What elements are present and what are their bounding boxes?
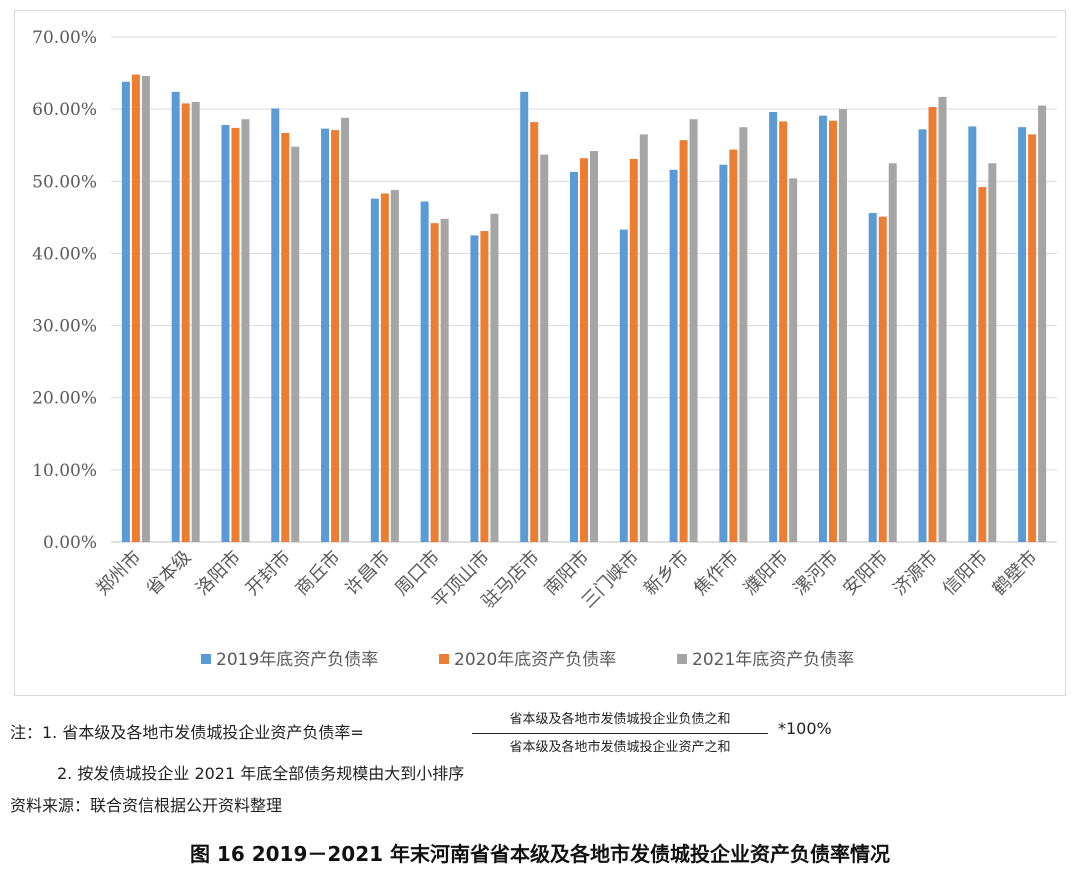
legend-swatch bbox=[201, 654, 211, 664]
x-tick-label: 许昌市 bbox=[341, 547, 394, 600]
bar bbox=[968, 126, 977, 542]
bar bbox=[380, 193, 389, 543]
note-line2: 2. 按发债城投企业 2021 年底全部债务规模由大到小排序 bbox=[57, 764, 465, 783]
legend: 2019年底资产负债率 2020年底资产负债率 2021年底资产负债率 bbox=[201, 650, 854, 670]
figure-title: 图 16 2019－2021 年末河南省省本级及各地市发债城投企业资产负债率情况 bbox=[189, 842, 891, 866]
bar bbox=[131, 74, 140, 542]
x-axis-labels: 郑州市省本级洛阳市开封市商丘市许昌市周口市平顶山市驻马店市南阳市三门峡市新乡市焦… bbox=[92, 547, 1041, 613]
bar bbox=[988, 163, 997, 542]
x-tick-label: 漯河市 bbox=[789, 547, 842, 600]
y-tick-label: 0.00% bbox=[43, 533, 97, 553]
legend-swatch bbox=[439, 654, 449, 664]
legend-label: 2019年底资产负债率 bbox=[216, 650, 378, 670]
bar bbox=[191, 101, 200, 542]
bars bbox=[121, 74, 1047, 543]
bar bbox=[719, 164, 728, 542]
x-tick-label: 济源市 bbox=[889, 547, 942, 600]
bar bbox=[918, 129, 927, 542]
bar bbox=[818, 115, 827, 542]
bar bbox=[480, 231, 489, 543]
bar bbox=[619, 229, 628, 542]
bar bbox=[689, 119, 698, 542]
bar bbox=[828, 120, 837, 542]
y-tick-label: 70.00% bbox=[32, 28, 97, 48]
bar bbox=[490, 213, 499, 542]
data-source: 资料来源：联合资信根据公开资料整理 bbox=[10, 796, 283, 815]
bar bbox=[520, 91, 529, 542]
bar bbox=[321, 128, 330, 542]
bar bbox=[938, 96, 947, 542]
bar bbox=[629, 158, 638, 542]
bar bbox=[580, 158, 588, 542]
x-tick-label: 濮阳市 bbox=[740, 547, 793, 600]
x-tick-label: 新乡市 bbox=[640, 547, 693, 600]
bar bbox=[171, 91, 180, 542]
y-tick-label: 10.00% bbox=[32, 461, 97, 481]
bar bbox=[390, 189, 399, 542]
note-line1-prefix: 注：1. 省本级及各地市发债城投企业资产负债率= bbox=[10, 723, 364, 742]
bar bbox=[779, 121, 788, 543]
bar bbox=[331, 130, 340, 543]
y-tick-label: 60.00% bbox=[32, 100, 97, 120]
bar bbox=[121, 81, 130, 542]
note-line1-suffix: *100% bbox=[778, 719, 832, 738]
bar bbox=[341, 117, 350, 543]
legend-label: 2021年底资产负债率 bbox=[692, 650, 854, 670]
bar bbox=[141, 75, 150, 542]
x-tick-label: 开封市 bbox=[242, 547, 295, 600]
fraction-line bbox=[472, 733, 768, 734]
bar bbox=[231, 127, 240, 543]
bar bbox=[978, 187, 987, 543]
bar bbox=[281, 132, 290, 542]
x-tick-label: 信阳市 bbox=[939, 547, 992, 600]
x-tick-label: 焦作市 bbox=[690, 547, 743, 600]
bar bbox=[1018, 127, 1027, 542]
bar bbox=[291, 146, 300, 542]
x-tick-label: 洛阳市 bbox=[192, 547, 245, 600]
bar bbox=[1028, 134, 1037, 542]
bar bbox=[570, 171, 578, 542]
bar bbox=[878, 216, 887, 542]
legend-swatch bbox=[677, 654, 687, 664]
bar bbox=[271, 108, 280, 543]
formula-denominator: 省本级及各地市发债城投企业资产之和 bbox=[509, 740, 731, 755]
bar bbox=[739, 127, 748, 542]
bar bbox=[590, 150, 598, 542]
y-tick-label: 20.00% bbox=[32, 389, 97, 409]
bar bbox=[540, 154, 549, 543]
x-tick-label: 郑州市 bbox=[92, 547, 145, 600]
bar bbox=[241, 119, 250, 542]
y-tick-label: 40.00% bbox=[32, 244, 97, 264]
bar bbox=[420, 201, 429, 542]
bar bbox=[868, 213, 877, 542]
bar bbox=[669, 169, 678, 542]
chart-frame: 0.00% 10.00% 20.00% 30.00% 40.00% 50.00% 60.00… bbox=[14, 10, 1066, 696]
bar bbox=[789, 178, 798, 542]
bar bbox=[530, 122, 539, 542]
y-axis-ticks: 0.00% 10.00% 20.00% 30.00% 40.00% 50.00% 60.00… bbox=[32, 28, 97, 553]
bar bbox=[181, 103, 190, 542]
bar bbox=[221, 125, 230, 542]
bar bbox=[769, 112, 778, 543]
formula-numerator: 省本级及各地市发债城投企业负债之和 bbox=[509, 712, 731, 727]
bar bbox=[928, 106, 937, 542]
bar bbox=[440, 218, 449, 543]
bar bbox=[888, 163, 897, 542]
bar bbox=[470, 235, 479, 542]
x-tick-label: 鹤壁市 bbox=[989, 547, 1042, 600]
bar bbox=[729, 149, 738, 543]
bar bbox=[639, 134, 648, 542]
x-tick-label: 省本级 bbox=[142, 547, 195, 600]
x-tick-label: 安阳市 bbox=[839, 547, 892, 600]
legend-label: 2020年底资产负债率 bbox=[454, 650, 616, 670]
bar bbox=[370, 198, 379, 542]
y-tick-label: 50.00% bbox=[32, 172, 97, 192]
bar-chart: 0.00% 10.00% 20.00% 30.00% 40.00% 50.00% 60.00… bbox=[32, 28, 1057, 670]
bar bbox=[430, 223, 439, 542]
x-tick-label: 商丘市 bbox=[292, 547, 345, 600]
y-tick-label: 30.00% bbox=[32, 317, 97, 337]
bar bbox=[1038, 105, 1047, 543]
bar bbox=[679, 140, 688, 542]
bar bbox=[838, 109, 847, 543]
